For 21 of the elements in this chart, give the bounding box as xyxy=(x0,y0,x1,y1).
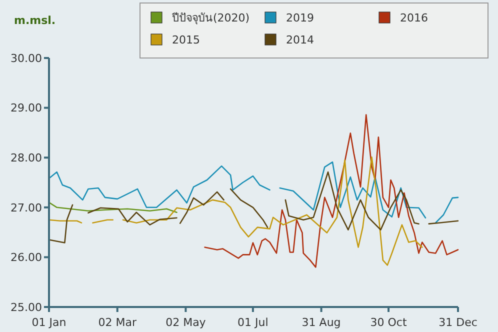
legend-label: 2015 xyxy=(172,34,200,46)
y-tick-label: 28.00 xyxy=(10,151,42,164)
x-tick-label: 02 Mar xyxy=(98,316,137,329)
x-tick-label: 31 Aug xyxy=(302,316,341,329)
line-series xyxy=(204,114,459,268)
x-tick-label: 30 Oct xyxy=(370,316,408,329)
y-tick-label: 30.00 xyxy=(10,52,42,65)
legend-label: 2014 xyxy=(286,34,314,46)
x-tick-label: 31 Dec xyxy=(438,316,478,329)
y-tick-label: 26.00 xyxy=(10,251,42,264)
y-axis-title: m.msl. xyxy=(14,14,56,27)
y-tick-label: 25.00 xyxy=(10,300,42,314)
legend-label: ปีปัจจุบัน(2020) xyxy=(171,12,250,24)
x-tick-label: 01 Jan xyxy=(32,316,66,329)
x-tick-label: 01 Jul xyxy=(238,316,268,329)
x-tick-label: 02 May xyxy=(166,316,206,329)
y-tick-label: 27.00 xyxy=(10,201,42,214)
legend-label: 2016 xyxy=(400,12,428,24)
y-tick-label: 29.00 xyxy=(10,102,42,115)
legend-label: 2019 xyxy=(286,12,314,24)
line-series xyxy=(48,202,178,214)
